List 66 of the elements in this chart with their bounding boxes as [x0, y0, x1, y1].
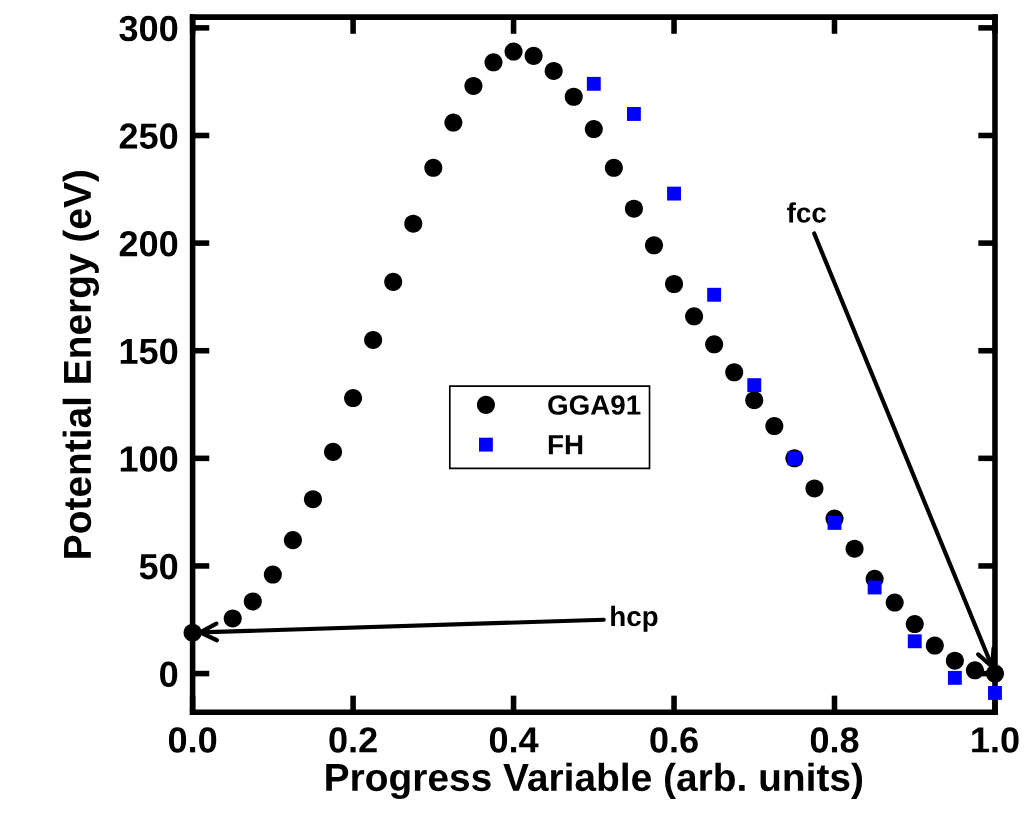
point: [745, 391, 764, 410]
point: [404, 214, 423, 233]
point: [464, 76, 483, 96]
x-axis-title: Progress Variable (arb. units): [326, 762, 863, 800]
point: [344, 389, 363, 408]
y-tick-label: 0: [160, 661, 178, 688]
point: [263, 565, 282, 584]
y-tick-label: 50: [139, 553, 178, 580]
point: [685, 307, 704, 326]
point: [905, 615, 924, 634]
point: [925, 636, 944, 655]
point: [805, 479, 824, 498]
point: [845, 539, 864, 558]
point: [424, 158, 443, 177]
point: [624, 199, 643, 218]
point: [867, 580, 882, 595]
y-tick-label: 250: [119, 123, 178, 149]
point: [183, 623, 202, 642]
point: [985, 664, 1005, 683]
point: [564, 87, 583, 106]
legend-label: GGA91: [548, 395, 641, 415]
y-axis-title: Potential Energy (eV): [62, 171, 100, 558]
x-tick-label: 0.4: [489, 727, 539, 753]
point: [707, 287, 722, 302]
point: [384, 272, 403, 291]
point: [544, 61, 563, 80]
point: [945, 651, 964, 670]
point: [524, 46, 543, 65]
point: [324, 442, 343, 461]
point: [586, 76, 601, 91]
y-tick-label: 200: [119, 230, 178, 257]
point: [907, 634, 922, 649]
x-tick-label: 0.2: [329, 727, 377, 753]
y-tick-label: 300: [119, 15, 178, 42]
point: [667, 186, 681, 201]
point: [827, 515, 842, 530]
point: [665, 274, 684, 294]
y-tick-label: 150: [120, 338, 178, 365]
point: [885, 593, 904, 612]
point: [965, 661, 984, 680]
x-tick-label: 1.0: [972, 727, 1019, 753]
point: [223, 609, 242, 628]
point: [364, 330, 383, 349]
point: [243, 592, 262, 611]
point: [303, 490, 322, 509]
x-tick-label: 0.0: [168, 727, 217, 753]
point: [747, 378, 762, 393]
annotation: fcc: [787, 202, 826, 223]
point: [444, 113, 463, 132]
point: [626, 107, 641, 121]
point: [725, 363, 744, 382]
point: [947, 670, 962, 685]
point: [705, 335, 724, 354]
point: [584, 120, 603, 139]
x-tick-label: 0.8: [810, 727, 859, 753]
point: [504, 42, 523, 61]
point: [283, 531, 302, 550]
point: [988, 685, 1002, 700]
point: [644, 236, 663, 255]
point: [765, 417, 784, 436]
legend-label: FH: [548, 435, 583, 455]
point: [604, 158, 623, 177]
annotation: hcp: [611, 605, 658, 632]
point: [484, 53, 503, 72]
x-tick-label: 0.6: [650, 727, 698, 753]
y-tick-label: 100: [120, 446, 178, 472]
